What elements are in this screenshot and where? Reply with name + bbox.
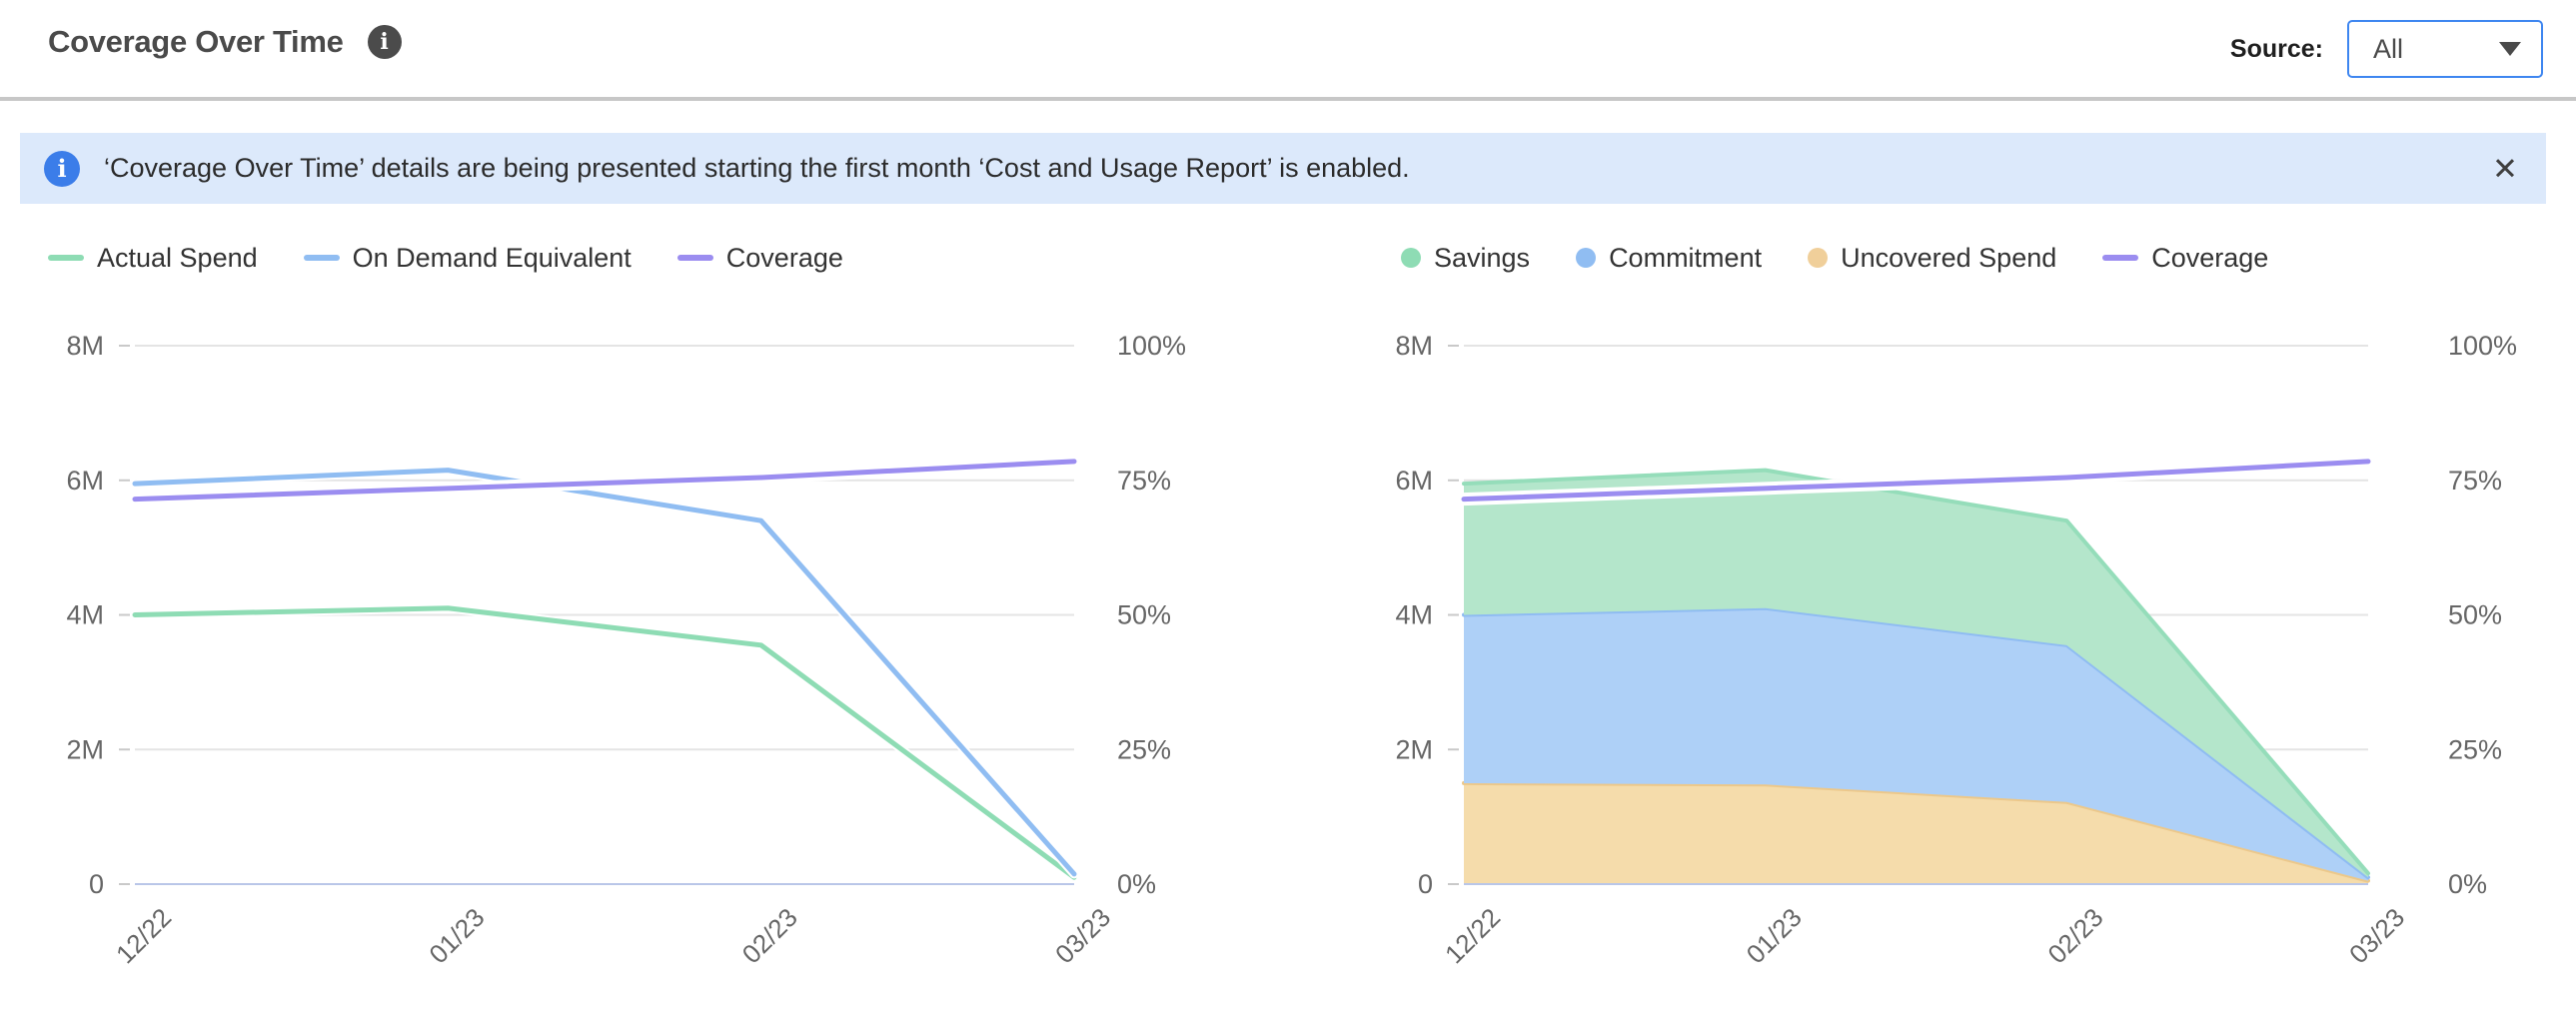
- legend-item-commitment[interactable]: Commitment: [1576, 243, 1762, 274]
- legend-label: Coverage: [2151, 242, 2269, 273]
- legend-item-actual-spend[interactable]: Actual Spend: [48, 243, 258, 274]
- legend-item-coverage[interactable]: Coverage: [676, 242, 843, 274]
- svg-text:0: 0: [89, 869, 104, 899]
- legend-line-swatch: [676, 255, 713, 261]
- legend-line-swatch: [48, 255, 84, 261]
- legend-item-on-demand-equivalent[interactable]: On Demand Equivalent: [303, 242, 632, 274]
- svg-text:0: 0: [1418, 869, 1433, 899]
- legend-label: Uncovered Spend: [1841, 242, 2057, 273]
- svg-text:25%: 25%: [1117, 734, 1171, 764]
- legend-label: Actual Spend: [97, 242, 258, 273]
- svg-text:4M: 4M: [66, 600, 104, 630]
- legend-label: Coverage: [725, 242, 843, 273]
- banner-close-button[interactable]: ✕: [2492, 151, 2518, 186]
- info-banner: i ‘Coverage Over Time’ details are being…: [20, 133, 2546, 204]
- svg-text:2M: 2M: [66, 734, 104, 764]
- svg-text:03/23: 03/23: [1049, 902, 1116, 969]
- legend-dot-swatch: [1808, 248, 1829, 268]
- title-wrap: Coverage Over Time i: [48, 24, 402, 60]
- legend-label: On Demand Equivalent: [352, 242, 632, 273]
- svg-text:12/22: 12/22: [110, 902, 177, 969]
- caret-down-icon: [2499, 42, 2521, 56]
- svg-text:03/23: 03/23: [2343, 902, 2410, 969]
- coverage-area-chart: 8M 100% 6M 75% 4M 50% 2M 25% 0 0% 12/22 01/23 02/23 0…: [1395, 331, 2517, 969]
- svg-text:4M: 4M: [1395, 600, 1433, 630]
- svg-text:8M: 8M: [1395, 331, 1433, 361]
- banner-text: ‘Coverage Over Time’ details are being p…: [104, 153, 1410, 183]
- legend-label: Savings: [1434, 242, 1531, 273]
- legend-item-coverage[interactable]: Coverage: [2102, 243, 2268, 274]
- header: Coverage Over Time i Source: All: [0, 0, 2576, 98]
- svg-text:0%: 0%: [2448, 869, 2487, 899]
- svg-text:50%: 50%: [1117, 600, 1171, 630]
- svg-text:02/23: 02/23: [2041, 902, 2108, 969]
- svg-text:6M: 6M: [1395, 466, 1433, 496]
- svg-text:0%: 0%: [1117, 869, 1156, 899]
- legend-dot-swatch: [1401, 248, 1421, 268]
- spend-line-chart: 8M 100% 6M 75% 4M 50% 2M 25% 0 0% 12/22 01/23 02/23 0…: [66, 331, 1186, 969]
- svg-text:75%: 75%: [1117, 466, 1171, 496]
- page-title: Coverage Over Time: [48, 24, 344, 59]
- legend-line-swatch: [2102, 255, 2139, 261]
- legend-label: Commitment: [1609, 242, 1763, 273]
- source-dropdown[interactable]: All: [2347, 20, 2543, 78]
- source-label: Source:: [2229, 34, 2323, 63]
- svg-text:8M: 8M: [66, 331, 104, 361]
- svg-text:02/23: 02/23: [736, 902, 803, 969]
- svg-text:50%: 50%: [2448, 600, 2502, 630]
- legend-item-uncovered-spend[interactable]: Uncovered Spend: [1808, 243, 2056, 274]
- svg-text:75%: 75%: [2448, 466, 2502, 496]
- legend-item-savings[interactable]: Savings: [1401, 243, 1530, 274]
- source-dropdown-value: All: [2373, 33, 2404, 64]
- legend-line-swatch: [303, 255, 340, 261]
- header-divider: [0, 97, 2576, 101]
- svg-text:6M: 6M: [66, 466, 104, 496]
- legend-dot-swatch: [1576, 248, 1597, 268]
- svg-text:25%: 25%: [2448, 734, 2502, 764]
- svg-text:100%: 100%: [1117, 331, 1186, 361]
- legend-area-chart: Savings Commitment Uncovered Spend Coverage: [1401, 240, 2268, 276]
- svg-text:01/23: 01/23: [423, 902, 490, 969]
- svg-text:2M: 2M: [1395, 734, 1433, 764]
- svg-text:12/22: 12/22: [1439, 902, 1506, 969]
- legend-line-chart: Actual Spend On Demand Equivalent Coverage: [48, 240, 843, 276]
- banner-info-icon: i: [44, 150, 80, 187]
- info-icon[interactable]: i: [367, 25, 402, 59]
- svg-text:100%: 100%: [2448, 331, 2517, 361]
- source-filter: Source: All: [2230, 20, 2543, 78]
- svg-text:01/23: 01/23: [1741, 902, 1808, 969]
